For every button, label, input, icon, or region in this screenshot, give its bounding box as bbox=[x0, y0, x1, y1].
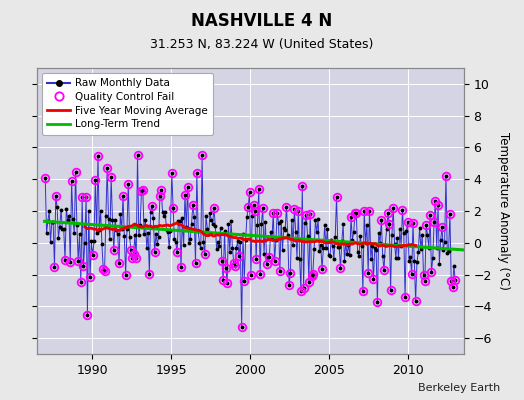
Legend: Raw Monthly Data, Quality Control Fail, Five Year Moving Average, Long-Term Tren: Raw Monthly Data, Quality Control Fail, … bbox=[42, 73, 213, 134]
Text: 31.253 N, 83.224 W (United States): 31.253 N, 83.224 W (United States) bbox=[150, 38, 374, 51]
Y-axis label: Temperature Anomaly (°C): Temperature Anomaly (°C) bbox=[497, 132, 510, 290]
Text: Berkeley Earth: Berkeley Earth bbox=[418, 383, 500, 393]
Text: NASHVILLE 4 N: NASHVILLE 4 N bbox=[191, 12, 333, 30]
